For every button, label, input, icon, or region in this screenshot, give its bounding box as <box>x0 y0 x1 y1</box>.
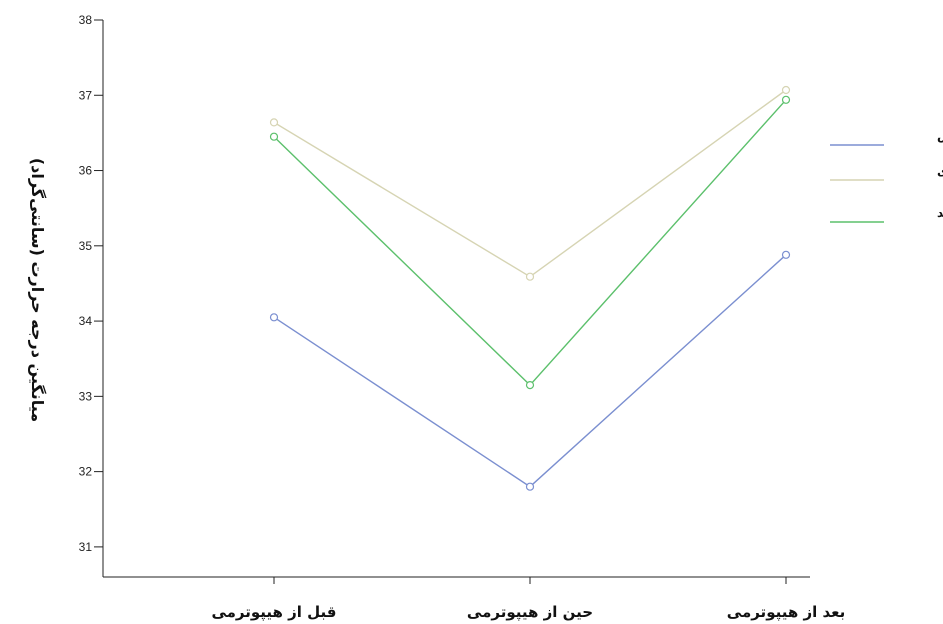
x-ticks: قبل از هیپوترمی حین از هیپوترمی بعد از هیپ… <box>211 577 845 622</box>
x-tick-label: قبل از هیپوترمی <box>211 603 336 622</box>
data-point <box>269 118 279 127</box>
y-tick-label: 37 <box>79 88 93 102</box>
series-line <box>273 99 787 387</box>
legend: گوش مری مقعد <box>830 129 943 223</box>
data-point <box>269 132 279 141</box>
y-tick-label: 34 <box>79 314 93 328</box>
y-ticks: 31 32 33 34 35 36 37 38 <box>79 13 103 554</box>
y-tick-label: 35 <box>79 239 93 253</box>
x-tick-label: حین از هیپوترمی <box>467 603 593 622</box>
data-point <box>781 85 791 95</box>
legend-label: مقعد <box>937 206 943 220</box>
data-point <box>525 272 535 281</box>
y-tick-label: 38 <box>79 13 93 27</box>
legend-label: گوش <box>937 129 943 144</box>
series-line <box>273 89 787 278</box>
y-tick-label: 36 <box>79 164 93 178</box>
x-tick-label: بعد از هیپوترمی <box>727 603 845 622</box>
data-point <box>781 250 791 259</box>
y-tick-label: 33 <box>79 389 93 403</box>
series-line <box>273 254 787 488</box>
y-axis-label: میانگین درجه حرارت (سانتی‌گراد) <box>28 158 47 422</box>
y-tick-label: 31 <box>79 540 93 554</box>
data-point <box>525 381 535 390</box>
y-tick-label: 32 <box>79 465 93 479</box>
data-point <box>269 313 279 322</box>
data-point <box>525 482 535 491</box>
axes <box>102 20 810 578</box>
series-layer <box>269 85 791 491</box>
data-point <box>781 95 791 104</box>
legend-label: مری <box>937 164 943 178</box>
